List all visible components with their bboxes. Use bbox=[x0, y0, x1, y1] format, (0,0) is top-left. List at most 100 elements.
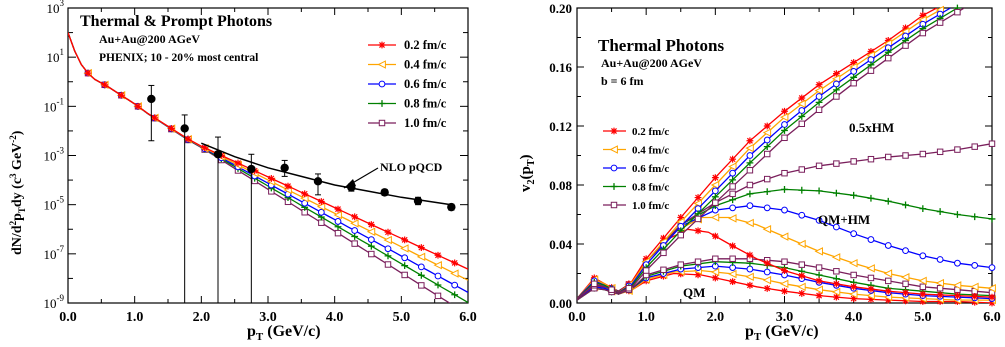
right-series-marker bbox=[763, 204, 771, 212]
right-series-marker bbox=[591, 280, 598, 288]
right-series-marker bbox=[763, 175, 771, 183]
right-series-marker bbox=[831, 74, 841, 84]
right-series-marker bbox=[746, 152, 754, 159]
left-series-marker bbox=[401, 271, 408, 279]
right-series-marker bbox=[763, 285, 771, 292]
left-x-tick-label: 3.0 bbox=[259, 310, 277, 325]
right-series-marker bbox=[712, 199, 719, 206]
left-series-marker bbox=[318, 219, 325, 226]
right-series-marker bbox=[902, 201, 909, 209]
annotation-qm-hm: QM+HM bbox=[818, 212, 870, 227]
right-legend-marker bbox=[610, 201, 618, 209]
right-series-marker bbox=[884, 287, 892, 295]
right-series-marker bbox=[746, 159, 754, 167]
right-series-marker bbox=[971, 292, 979, 300]
right-series-marker bbox=[642, 255, 650, 263]
right-series-marker bbox=[833, 268, 840, 275]
right-series-marker bbox=[608, 286, 615, 293]
right-series-marker bbox=[746, 281, 754, 289]
right-series-marker bbox=[660, 234, 667, 242]
right-legend-marker bbox=[610, 164, 618, 172]
right-series-marker bbox=[850, 73, 858, 81]
left-series-marker bbox=[383, 235, 392, 245]
right-series-marker bbox=[867, 274, 875, 282]
left-legend-marker bbox=[378, 80, 386, 88]
right-series-marker bbox=[832, 293, 840, 301]
right-series-marker bbox=[902, 42, 909, 49]
left-y-tick-label: 103 bbox=[47, 0, 65, 16]
right-series-marker bbox=[677, 214, 685, 221]
right-series-marker bbox=[711, 187, 719, 195]
right-x-tick-label: 1.0 bbox=[637, 310, 655, 325]
left-x-tick-label: 5.0 bbox=[393, 310, 411, 325]
right-series-marker bbox=[781, 169, 788, 177]
right-series-marker bbox=[781, 267, 788, 274]
left-series-marker bbox=[333, 210, 342, 220]
left-series-marker bbox=[134, 102, 142, 110]
right-series-marker bbox=[814, 285, 823, 294]
right-series-marker bbox=[693, 199, 702, 208]
left-legend-marker bbox=[378, 100, 386, 107]
data-point bbox=[380, 188, 389, 197]
right-series-marker bbox=[919, 290, 927, 298]
left-x-tick-label: 0.0 bbox=[59, 310, 77, 325]
left-series-marker bbox=[350, 219, 359, 228]
right-series-marker bbox=[781, 127, 788, 134]
right-legend-marker bbox=[610, 127, 618, 135]
right-series-marker bbox=[711, 174, 719, 182]
data-point bbox=[413, 196, 423, 206]
right-legend-label: 0.4 fm/c bbox=[632, 145, 669, 157]
left-series-marker bbox=[84, 69, 92, 77]
right-series-marker bbox=[815, 106, 823, 113]
right-series-marker bbox=[850, 191, 858, 199]
right-series-marker bbox=[850, 68, 858, 75]
right-series-marker bbox=[936, 19, 944, 26]
right-series-marker bbox=[936, 148, 944, 156]
right-series-marker bbox=[746, 265, 754, 273]
right-series-marker bbox=[642, 267, 650, 274]
right-series-marker bbox=[763, 136, 771, 144]
right-series-marker bbox=[797, 282, 806, 291]
right-series-marker bbox=[954, 146, 961, 153]
right-series-marker bbox=[850, 271, 857, 279]
right-y-tick-label: 0.20 bbox=[549, 1, 572, 16]
left-y-tick-label: 101 bbox=[47, 47, 65, 65]
left-series-lines bbox=[68, 32, 468, 303]
right-series-marker bbox=[833, 93, 840, 100]
right-series-marker bbox=[850, 80, 857, 87]
right-series-marker bbox=[902, 289, 909, 297]
right-series-marker bbox=[815, 81, 823, 89]
right-series-marker bbox=[762, 275, 772, 285]
right-series-marker bbox=[729, 190, 736, 198]
left-series-marker bbox=[401, 262, 409, 269]
right-series-marker bbox=[902, 280, 909, 288]
left-x-tick-label: 2.0 bbox=[193, 310, 211, 325]
right-series-marker bbox=[745, 218, 754, 228]
left-series-marker bbox=[384, 261, 392, 268]
right-series-marker bbox=[850, 59, 858, 66]
right-series-marker bbox=[971, 143, 978, 150]
right-legend-marker bbox=[610, 183, 618, 190]
left-legend-marker bbox=[378, 119, 386, 127]
right-series-marker bbox=[781, 287, 788, 295]
left-y-tick-label: 10-1 bbox=[44, 96, 65, 114]
right-series-marker bbox=[884, 197, 892, 205]
right-series-marker bbox=[763, 143, 771, 151]
right-series-marker bbox=[902, 297, 909, 305]
right-legend: 0.2 fm/c 0.4 fm/c 0.6 fm/c 0.8 fm/c 1.0 fm/c bbox=[603, 126, 669, 212]
right-series-marker bbox=[988, 215, 996, 223]
left-series-marker bbox=[351, 240, 358, 247]
right-series-marker bbox=[919, 29, 927, 37]
right-series-marker bbox=[763, 259, 771, 267]
left-series-marker bbox=[184, 135, 192, 143]
left-chart-panel: 0.0 1.0 2.0 3.0 4.0 5.0 6.0 10-910-710-510-310… bbox=[8, 0, 477, 343]
right-series-marker bbox=[763, 122, 771, 130]
right-series-marker bbox=[919, 205, 927, 212]
right-series-marker bbox=[728, 269, 737, 279]
right-series-marker bbox=[763, 268, 771, 276]
left-y-tick-label: 10-9 bbox=[44, 293, 65, 311]
left-series-marker bbox=[400, 244, 409, 253]
left-series-marker bbox=[417, 263, 425, 271]
left-legend-marker bbox=[378, 41, 386, 49]
right-series-marker bbox=[781, 107, 788, 115]
